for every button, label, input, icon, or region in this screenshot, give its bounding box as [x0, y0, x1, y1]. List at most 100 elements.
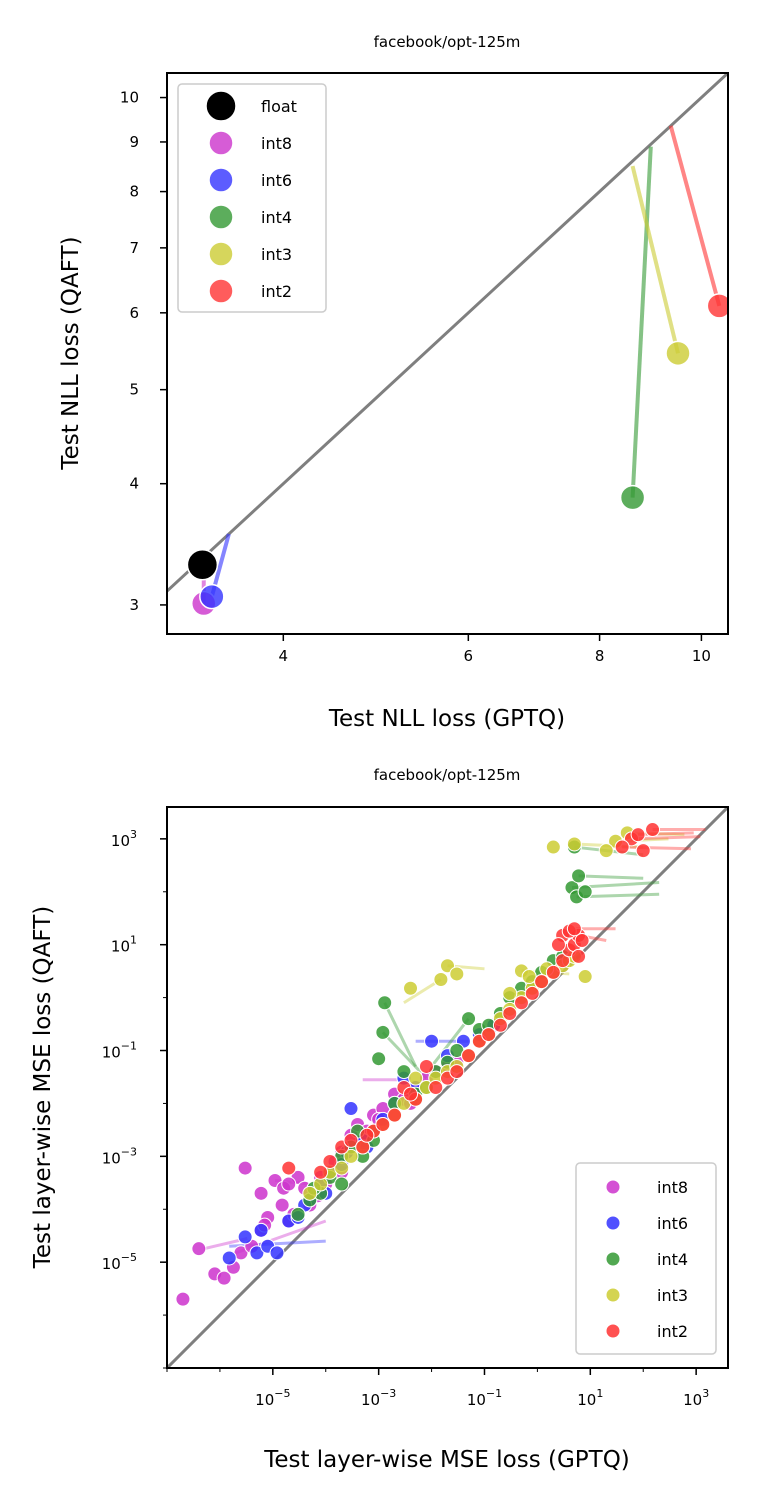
x-tick-label: 10−5 [255, 1387, 290, 1409]
int2-point [492, 1017, 508, 1033]
int4-legend-marker [208, 204, 234, 230]
y-tick-label: 7 [129, 239, 139, 257]
x-axis-label: Test layer-wise MSE loss (GPTQ) [263, 1447, 630, 1473]
int6-legend-marker [605, 1215, 621, 1231]
int6-point [253, 1222, 269, 1238]
nll-chart: facebook/opt-125m 4 6 8 10 3 4 5 6 7 8 9 10 Test N… [58, 33, 729, 732]
y-tick-label: 8 [129, 183, 139, 201]
int2-point [281, 1160, 297, 1176]
x-tick-label: 6 [464, 647, 474, 665]
x-tick-label: 10−1 [467, 1387, 502, 1409]
legend: int8 int6 int4 int3 int2 [575, 1162, 717, 1355]
int3-point [343, 1148, 359, 1164]
y-tick-label: 3 [129, 596, 139, 614]
y-tick-label: 10 [120, 89, 139, 107]
y-tick-label: 9 [129, 133, 139, 151]
int3-point [577, 969, 593, 985]
x-axis-ticks: 10−5 10−3 10−1 101 103 [166, 1368, 709, 1409]
int3-legend-marker [605, 1287, 621, 1303]
int3-point [449, 966, 465, 982]
data-points [186, 293, 728, 617]
int2-point [513, 995, 529, 1011]
int8-legend-label: int8 [657, 1178, 688, 1197]
int2-point [574, 932, 590, 948]
int4-segment [630, 146, 653, 498]
x-tick-label: 101 [577, 1387, 603, 1409]
int6-point [199, 583, 225, 610]
y-tick-label: 5 [129, 381, 139, 399]
int8-point [253, 1185, 269, 1201]
int8-legend-marker [605, 1179, 621, 1195]
int4-point [334, 1176, 350, 1192]
float-point [186, 549, 219, 581]
int8-point [175, 1291, 191, 1307]
y-axis-ticks: 3 4 5 6 7 8 9 10 [120, 89, 167, 614]
int3-point [545, 839, 561, 855]
y-axis-label: Test layer-wise MSE loss (QAFT) [30, 906, 56, 1269]
int4-point [571, 868, 587, 884]
int3-point [408, 1070, 424, 1086]
mse-chart: facebook/opt-125m 10−5 10−3 10−1 101 103 10−… [30, 766, 729, 1473]
chart-title: facebook/opt-125m [374, 33, 521, 51]
int6-point [269, 1245, 285, 1261]
int4-point [371, 1051, 387, 1067]
int6-legend-label: int6 [657, 1214, 688, 1233]
int2-point [449, 1064, 465, 1080]
y-tick-label: 103 [111, 828, 137, 850]
int6-point [343, 1101, 359, 1117]
legend-box [575, 1162, 717, 1355]
int2-point [566, 921, 582, 937]
int4-point [375, 1024, 391, 1040]
int2-point [645, 822, 661, 838]
float-legend-label: float [261, 97, 297, 116]
int6-legend-label: int6 [261, 171, 292, 190]
y-tick-label: 10−1 [102, 1040, 137, 1062]
int6-point [221, 1250, 237, 1266]
int2-point [550, 937, 566, 953]
float-legend-marker [205, 90, 237, 122]
int2-point [343, 1132, 359, 1148]
int8-legend-label: int8 [261, 134, 292, 153]
int2-point [387, 1107, 403, 1123]
int2-point [524, 985, 540, 1001]
y-axis-label: Test NLL loss (QAFT) [58, 236, 84, 470]
chart-title: facebook/opt-125m [374, 766, 521, 784]
int2-legend-marker [208, 278, 234, 304]
int3-point [433, 971, 449, 987]
connecting-segments [201, 125, 722, 604]
y-tick-label: 10−3 [102, 1145, 137, 1167]
int3-point [403, 980, 419, 996]
int2-segment [622, 845, 692, 851]
plot-frame [166, 72, 729, 635]
int3-point [598, 843, 614, 859]
int8-point [274, 1197, 290, 1213]
int8-point [216, 1270, 232, 1286]
int2-point [428, 1080, 444, 1095]
x-tick-label: 10 [692, 647, 711, 665]
int3-point [302, 1185, 318, 1201]
y-tick-label: 10−5 [102, 1251, 137, 1273]
identity-line [167, 73, 728, 594]
int4-segment [381, 1031, 428, 1080]
int2-point [418, 1058, 434, 1074]
int3-segment [630, 165, 680, 354]
int2-point [555, 953, 571, 969]
int6-point [237, 1229, 253, 1245]
plot-frame [166, 806, 729, 1369]
int2-legend-label: int2 [657, 1322, 688, 1341]
int2-point [461, 1048, 477, 1064]
int3-point [334, 1160, 350, 1176]
int8-point [237, 1160, 253, 1176]
y-tick-label: 4 [129, 475, 139, 493]
diagonal-line [167, 807, 728, 1368]
int2-point [481, 1027, 497, 1043]
int2-point [706, 293, 728, 319]
legend: float int8 int6 int4 int3 int2 [177, 83, 327, 313]
x-tick-label: 103 [683, 1387, 709, 1409]
int2-point [322, 1153, 338, 1169]
int2-legend-label: int2 [261, 282, 292, 301]
int6-point [249, 1245, 265, 1261]
int3-point [502, 985, 518, 1001]
int2-legend-marker [605, 1323, 621, 1339]
